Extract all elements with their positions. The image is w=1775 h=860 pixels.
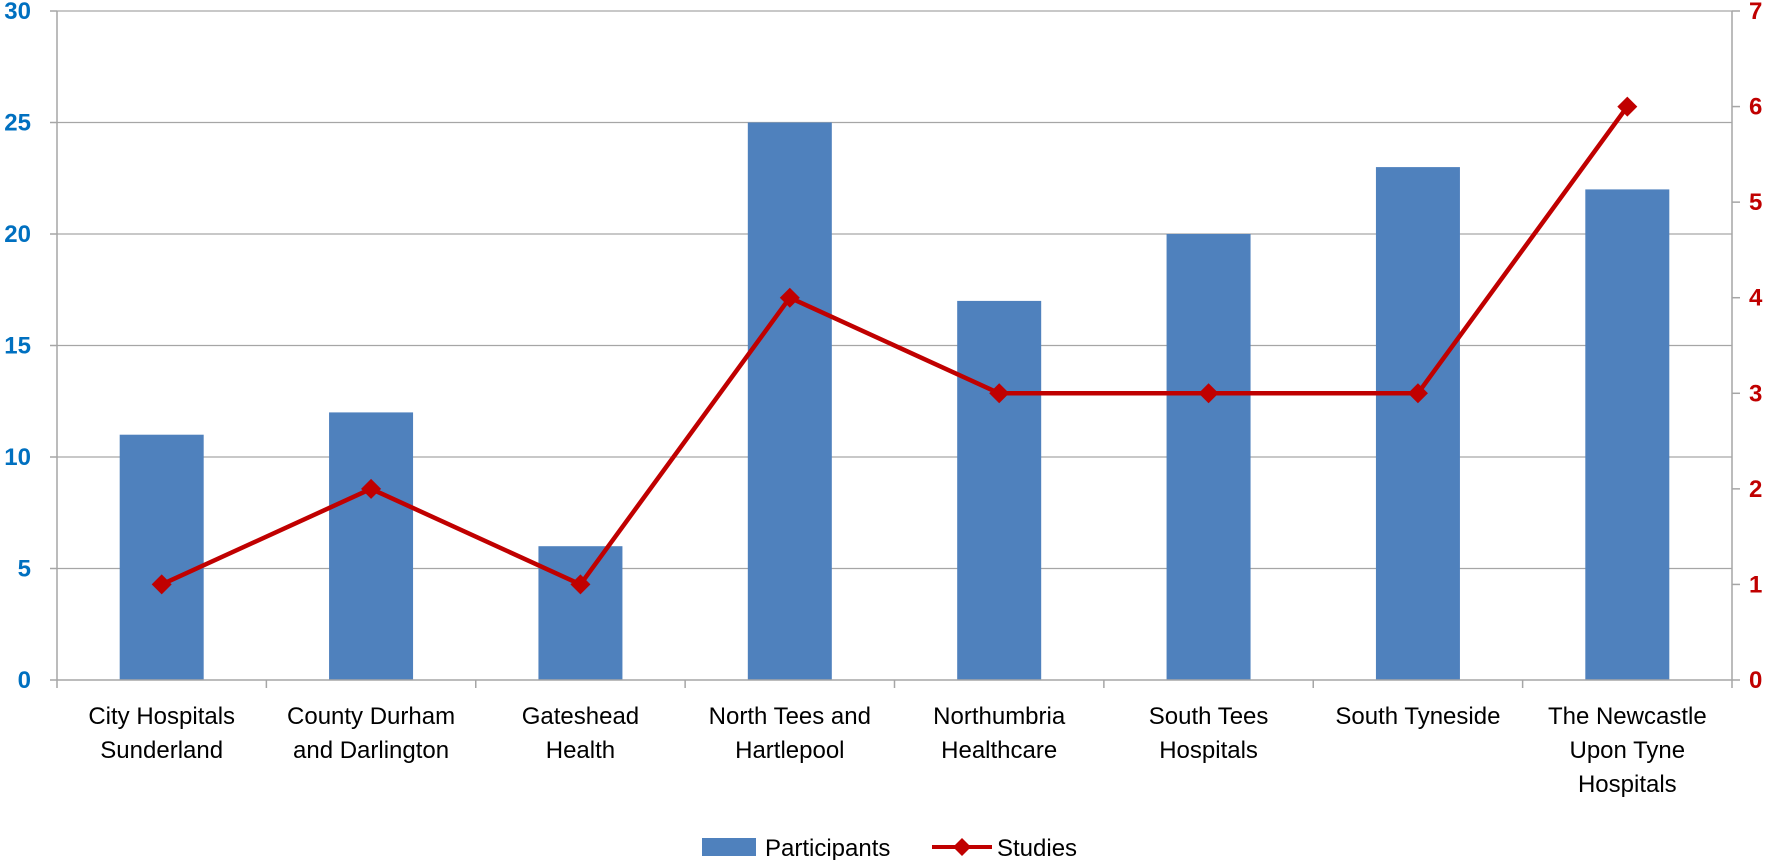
left-tick-label: 30 [4, 0, 31, 25]
participants-bars [119, 122, 1670, 681]
category-label-line: Upon Tyne [1569, 737, 1685, 764]
right-tick-label: 5 [1749, 189, 1762, 216]
left-axis-ticks: 0 5 10 15 20 25 30 [4, 0, 31, 694]
bar-participants [329, 412, 414, 680]
category-label-line: South Tyneside [1335, 703, 1500, 730]
studies-point-marker [989, 383, 1010, 404]
studies-point-marker [151, 574, 172, 595]
right-tick-label: 0 [1749, 667, 1762, 694]
category-label: The Newcastle Upon Tyne Hospitals [1548, 703, 1707, 798]
right-tick-label: 2 [1749, 476, 1762, 503]
studies-point-marker [570, 574, 591, 595]
category-label: Northumbria Healthcare [933, 703, 1066, 764]
category-label-line: Hospitals [1159, 737, 1258, 764]
left-tick-label: 10 [4, 444, 31, 471]
legend-participants-swatch [702, 838, 756, 856]
gridlines [57, 10, 1732, 570]
category-label-line: Hartlepool [735, 737, 844, 764]
studies-line [151, 96, 1638, 595]
right-axis-ticks: 0 1 2 3 4 5 6 7 [1749, 0, 1763, 694]
category-label-line: North Tees and [709, 703, 871, 730]
right-tick-label: 3 [1749, 380, 1762, 407]
category-label: City Hospitals Sunderland [88, 703, 235, 764]
studies-series-line [160, 105, 1630, 587]
category-label-line: Health [546, 737, 615, 764]
category-label-line: South Tees [1149, 703, 1269, 730]
right-tick-label: 6 [1749, 94, 1762, 121]
studies-point-marker [779, 287, 800, 308]
left-tick-label: 20 [4, 221, 31, 248]
category-label-line: Gateshead [522, 703, 639, 730]
right-tick-label: 4 [1749, 285, 1763, 312]
studies-point-marker [1407, 383, 1428, 404]
studies-point-marker [361, 478, 382, 499]
category-label-line: Healthcare [941, 737, 1057, 764]
right-tick-label: 1 [1749, 571, 1762, 598]
legend-participants-label: Participants [765, 835, 890, 860]
bar-participants [1166, 234, 1251, 680]
category-label-line: Hospitals [1578, 771, 1677, 798]
category-label-line: County Durham [287, 703, 455, 730]
legend: Participants Studies [702, 835, 1077, 860]
bar-participants [119, 434, 204, 680]
bar-participants [957, 300, 1042, 680]
legend-studies-swatch-marker [953, 838, 971, 856]
category-labels: City Hospitals Sunderland County Durham and… [88, 703, 1706, 798]
category-label: County Durham and Darlington [287, 703, 455, 764]
bar-participants [1375, 167, 1460, 681]
bar-participants [747, 122, 832, 680]
left-tick-label: 15 [4, 333, 31, 360]
right-tick-label: 7 [1749, 0, 1762, 25]
category-label-line: City Hospitals [88, 703, 235, 730]
studies-point-marker [1617, 96, 1638, 117]
bar-participants [538, 546, 623, 680]
legend-studies-label: Studies [997, 835, 1077, 860]
bar-participants [1585, 189, 1670, 680]
left-tick-label: 25 [4, 110, 31, 137]
category-label-line: and Darlington [293, 737, 449, 764]
axes [50, 10, 1740, 688]
studies-point-marker [1198, 383, 1219, 404]
category-label: Gateshead Health [522, 703, 639, 764]
category-label-line: Sunderland [100, 737, 223, 764]
left-tick-label: 0 [18, 667, 31, 694]
category-label-line: Northumbria [933, 703, 1066, 730]
left-tick-label: 5 [18, 556, 31, 583]
category-label-line: The Newcastle [1548, 703, 1707, 730]
category-label: South Tees Hospitals [1149, 703, 1269, 764]
category-label: South Tyneside [1335, 703, 1500, 730]
category-label: North Tees and Hartlepool [709, 703, 871, 764]
